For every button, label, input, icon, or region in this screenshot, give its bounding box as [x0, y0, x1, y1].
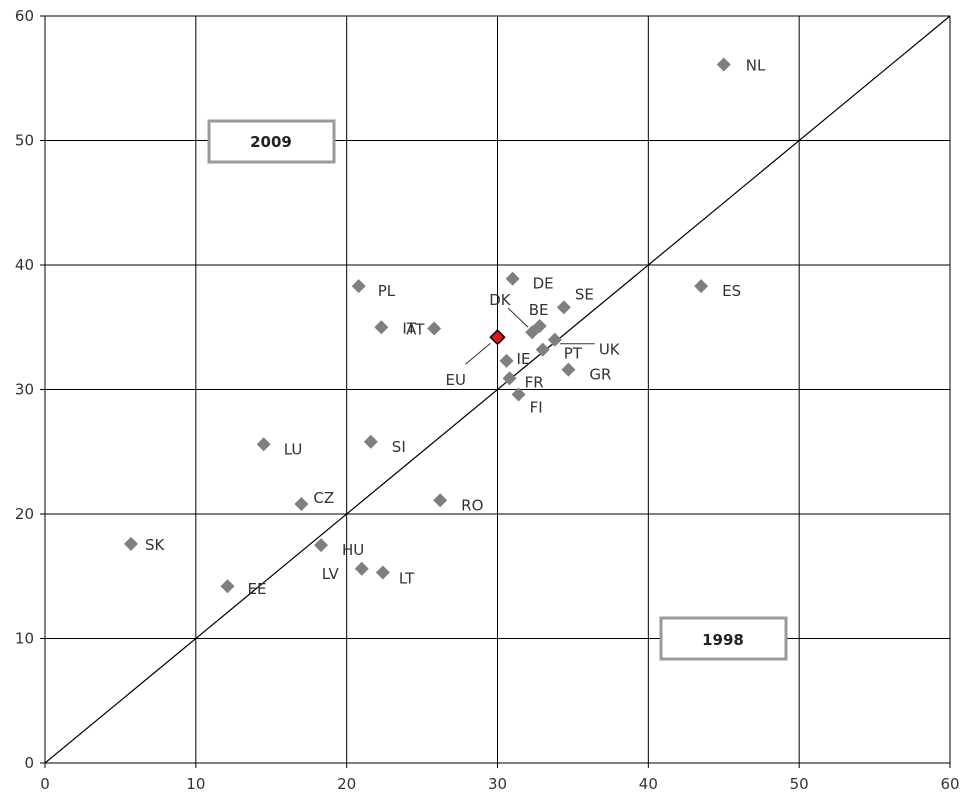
point-pt [535, 342, 550, 357]
point-label-hu: HU [342, 541, 364, 559]
point-label-uk: UK [599, 341, 621, 359]
point-label-gr: GR [589, 366, 611, 384]
point-label-it: IT [402, 319, 416, 337]
year-boxes: 2009 1998 [207, 119, 788, 661]
data-points [123, 57, 731, 594]
year-box-2009-label: 2009 [250, 133, 292, 151]
point-lv [354, 561, 369, 576]
diagonal-line [44, 15, 951, 764]
point-lu [256, 437, 271, 452]
point-label-nl: NL [746, 57, 766, 75]
point-label-lt: LT [399, 570, 415, 588]
point-fr [502, 371, 517, 386]
year-box-2009 [207, 119, 336, 164]
point-pl [351, 279, 366, 294]
point-ie [499, 353, 514, 368]
point-cz [294, 497, 309, 512]
leader-lines [465, 307, 595, 365]
y-tick-label: 20 [15, 505, 34, 523]
y-tick-label: 10 [15, 630, 34, 648]
point-label-es: ES [722, 282, 741, 300]
point-label-lv: LV [322, 565, 340, 583]
point-lt [375, 565, 390, 580]
point-label-de: DE [533, 275, 554, 293]
point-label-ro: RO [461, 496, 483, 514]
point-dk [525, 325, 540, 340]
leader-dk [507, 307, 529, 328]
point-at [427, 321, 442, 336]
point-hu [314, 538, 329, 553]
point-eu [489, 329, 506, 346]
y-tick-label: 50 [15, 132, 34, 150]
leader-eu [465, 342, 491, 365]
point-it [374, 320, 389, 335]
point-label-se: SE [575, 285, 594, 303]
point-label-fi: FI [530, 398, 543, 416]
x-tick-label: 40 [639, 775, 658, 793]
point-label-pl: PL [378, 282, 396, 300]
point-label-ie: IE [517, 350, 531, 368]
tick-labels: 0 10 20 30 40 50 60 0 10 20 30 40 50 60 [15, 7, 960, 793]
x-tick-label: 0 [40, 775, 50, 793]
year-box-1998 [659, 616, 788, 661]
x-tick-label: 50 [790, 775, 809, 793]
point-label-at: AT [406, 320, 425, 338]
year-box-1998-label: 1998 [702, 631, 744, 649]
x-tick-label: 20 [337, 775, 356, 793]
point-nl [716, 57, 731, 72]
x-tick-label: 10 [186, 775, 205, 793]
x-tick-label: 60 [940, 775, 959, 793]
point-label-be: BE [529, 301, 549, 319]
reference-diagonal [44, 15, 951, 764]
point-sk [123, 536, 138, 551]
point-es [694, 279, 709, 294]
point-se [556, 300, 571, 315]
point-gr [561, 362, 576, 377]
point-de [505, 271, 520, 286]
point-label-si: SI [392, 438, 406, 456]
point-label-sk: SK [145, 536, 166, 554]
point-label-ee: EE [248, 580, 267, 598]
point-ee [220, 579, 235, 594]
y-tick-label: 0 [24, 754, 34, 772]
point-label-eu: EU [446, 371, 466, 389]
point-ro [433, 493, 448, 508]
point-label-dk: DK [489, 291, 512, 309]
point-label-cz: CZ [313, 489, 334, 507]
x-tick-label: 30 [488, 775, 507, 793]
point-uk [547, 332, 562, 347]
point-label-lu: LU [284, 440, 303, 458]
point-si [363, 434, 378, 449]
point-label-pt: PT [564, 345, 583, 363]
point-label-fr: FR [525, 373, 544, 391]
point-fi [511, 387, 526, 402]
y-tick-label: 40 [15, 256, 34, 274]
y-tick-label: 60 [15, 7, 34, 25]
y-tick-label: 30 [15, 381, 34, 399]
